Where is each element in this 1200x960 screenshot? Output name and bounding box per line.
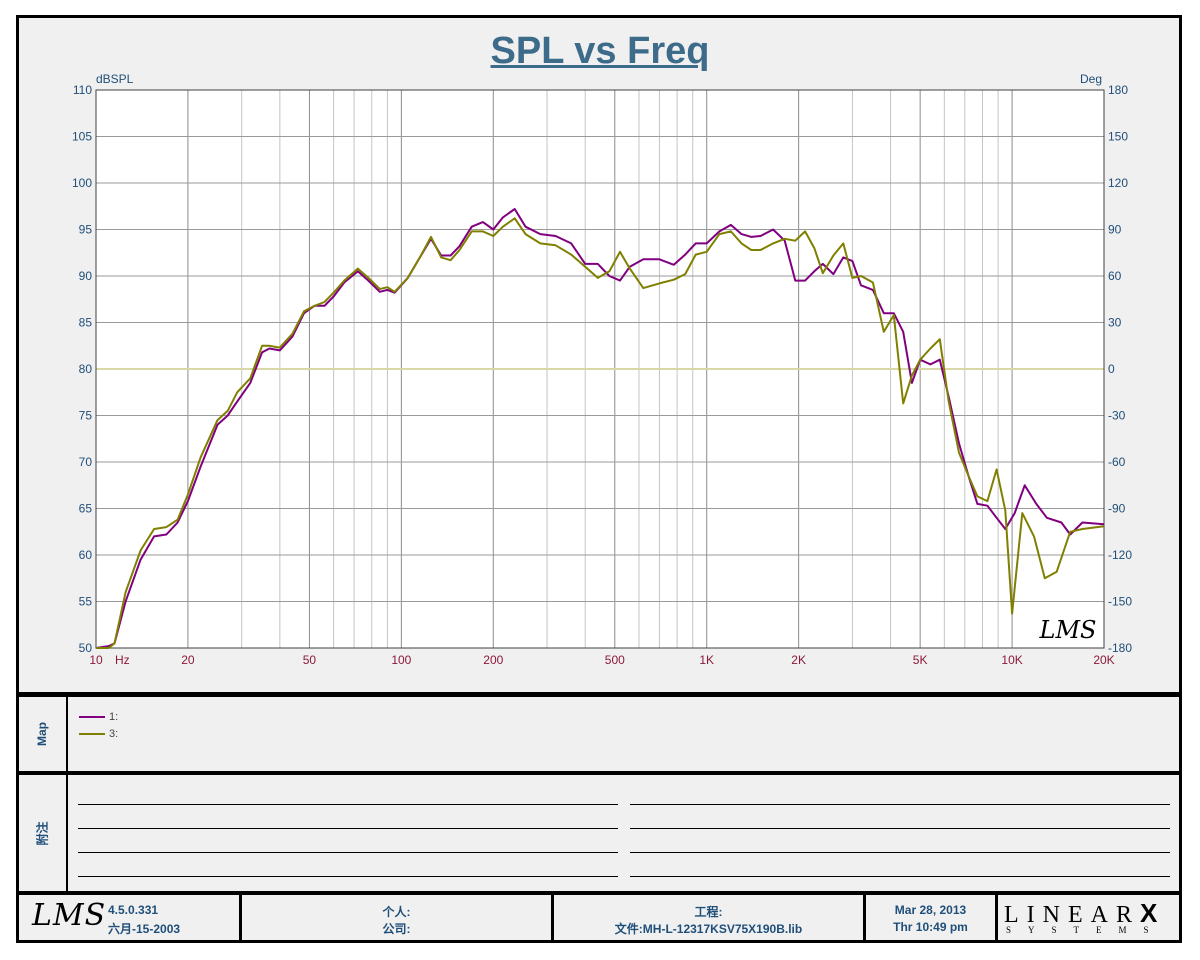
brand-main-text: LINEAR <box>1004 902 1140 928</box>
brand-sub: SYSTEMS <box>1006 925 1166 935</box>
chart-watermark: LMS <box>1039 616 1097 644</box>
footer-divider <box>551 895 554 940</box>
y-right-tick-label: -150 <box>1108 595 1132 609</box>
file-label: 文件:MH-L-12317KSV75X190B.lib <box>614 922 803 936</box>
y-left-tick-label: 60 <box>79 548 93 562</box>
y-left-tick-label: 65 <box>79 502 93 516</box>
y-left-tick-label: 100 <box>72 176 92 190</box>
version-text: 4.5.0.331 <box>108 903 159 917</box>
note-line <box>78 804 618 805</box>
legend-item-1: 1: <box>79 711 118 723</box>
y-left-tick-label: 75 <box>79 409 93 423</box>
y-right-tick-label: -90 <box>1108 502 1126 516</box>
note-line <box>78 876 618 877</box>
y-right-tick-label: -60 <box>1108 455 1126 469</box>
legend-label-3: 3: <box>109 728 119 740</box>
y-left-tick-label: 85 <box>79 316 93 330</box>
legend-swatch-3 <box>79 733 105 735</box>
y-right-tick-label: 60 <box>1108 269 1122 283</box>
panel-label-divider <box>66 697 68 891</box>
y-right-tick-label: -180 <box>1108 641 1132 655</box>
y-left-tick-label: 55 <box>79 595 93 609</box>
map-panel-separator <box>16 771 1182 775</box>
y-left-tick-label: 105 <box>72 130 92 144</box>
series-line-2 <box>96 217 1105 649</box>
y-right-tick-label: 90 <box>1108 223 1122 237</box>
x-unit-label: Hz <box>115 653 130 667</box>
y-right-tick-label: 180 <box>1108 83 1128 97</box>
x-tick-label: 20K <box>1093 653 1114 667</box>
note-line <box>630 804 1170 805</box>
y-left-tick-label: 90 <box>79 269 93 283</box>
footer-divider <box>863 895 866 940</box>
y-right-tick-label: -120 <box>1108 548 1132 562</box>
y-right-tick-label: -30 <box>1108 409 1126 423</box>
map-panel-label: Map <box>35 722 49 746</box>
build-date-text: 六月-15-2003 <box>108 922 181 936</box>
y-right-tick-label: 150 <box>1108 130 1128 144</box>
notes-panel-separator <box>16 891 1182 895</box>
y-right-tick-label: 0 <box>1108 362 1115 376</box>
y-left-tick-label: 80 <box>79 362 93 376</box>
chart-title: SPL vs Freq <box>490 30 710 72</box>
project-label: 工程: <box>694 905 723 919</box>
x-tick-label: 5K <box>913 653 928 667</box>
note-line <box>630 876 1170 877</box>
brand-x-text: X <box>1139 898 1158 928</box>
legend-label-1: 1: <box>109 711 119 723</box>
company-label: 公司: <box>382 922 411 936</box>
notes-panel-label: 附注 <box>35 821 50 846</box>
y-left-tick-label: 70 <box>79 455 93 469</box>
chart-panel-separator <box>16 692 1182 697</box>
person-label: 个人: <box>382 905 411 919</box>
x-tick-label: 10K <box>1001 653 1022 667</box>
note-line <box>78 852 618 853</box>
x-tick-label: 50 <box>303 653 317 667</box>
x-tick-label: 500 <box>605 653 625 667</box>
x-tick-label: 200 <box>483 653 503 667</box>
legend-swatch-1 <box>79 716 105 718</box>
note-line <box>630 852 1170 853</box>
lms-logo: LMS <box>32 898 107 933</box>
date-text: Mar 28, 2013 <box>894 903 967 917</box>
y-right-tick-label: 30 <box>1108 316 1122 330</box>
note-line <box>630 828 1170 829</box>
y-left-tick-label: 95 <box>79 223 93 237</box>
legend-item-3: 3: <box>79 728 118 740</box>
y-left-tick-label: 50 <box>79 641 93 655</box>
y-left-axis-label: dBSPL <box>96 72 134 86</box>
x-tick-label: 2K <box>791 653 806 667</box>
y-right-axis-label: Deg <box>1080 72 1102 86</box>
x-tick-label: 20 <box>181 653 195 667</box>
x-tick-label: 100 <box>391 653 411 667</box>
x-tick-label: 10 <box>89 653 103 667</box>
series-line-1 <box>95 208 1105 649</box>
note-line <box>78 828 618 829</box>
y-left-tick-label: 110 <box>73 83 92 97</box>
y-right-tick-label: 120 <box>1108 176 1128 190</box>
footer-divider <box>239 895 242 940</box>
time-text: Thr 10:49 pm <box>893 920 968 934</box>
x-tick-label: 1K <box>699 653 714 667</box>
plot-border <box>95 89 1105 649</box>
footer-divider <box>995 895 998 940</box>
brand-main: LINEARX <box>1004 898 1157 929</box>
